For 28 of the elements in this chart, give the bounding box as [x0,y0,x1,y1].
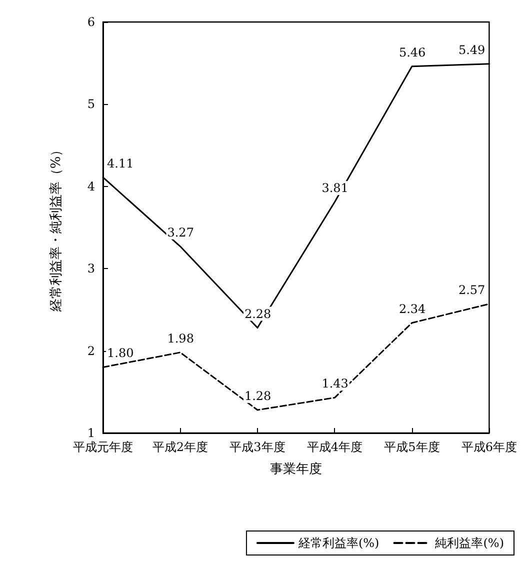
y-tick-label: 2 [87,344,95,358]
data-label: 1.28 [244,388,272,403]
data-label: 2.28 [244,306,272,321]
data-label: 3.81 [322,181,348,196]
x-tick-label: 平成2年度 [152,440,208,454]
data-label: 5.46 [398,45,426,60]
legend-label: 純利益率(%) [435,536,504,550]
y-tick-label: 5 [87,97,95,112]
y-tick-label: 3 [87,262,95,276]
data-label: 1.43 [322,376,348,391]
data-label: 1.80 [107,346,134,360]
data-label: 3.27 [167,225,194,240]
x-axis-title: 事業年度 [270,461,322,477]
data-label: 1.98 [167,331,194,346]
x-tick-label: 平成3年度 [230,440,286,454]
x-tick-label: 平成6年度 [461,440,518,454]
y-tick-label: 6 [87,15,95,29]
data-label: 2.34 [398,302,426,316]
y-tick-label: 4 [87,179,96,194]
y-axis-title: 経常利益率・純利益率（%） [48,143,64,313]
x-tick-label: 平成4年度 [306,440,363,454]
data-label: 4.11 [107,156,134,170]
x-tick-label: 平成5年度 [384,440,440,454]
y-tick-label: 1 [87,426,95,440]
x-tick-label: 平成元年度 [73,440,133,454]
data-label: 5.49 [458,42,486,57]
legend-label: 経常利益率(%) [297,536,380,550]
data-label: 2.57 [458,282,486,297]
